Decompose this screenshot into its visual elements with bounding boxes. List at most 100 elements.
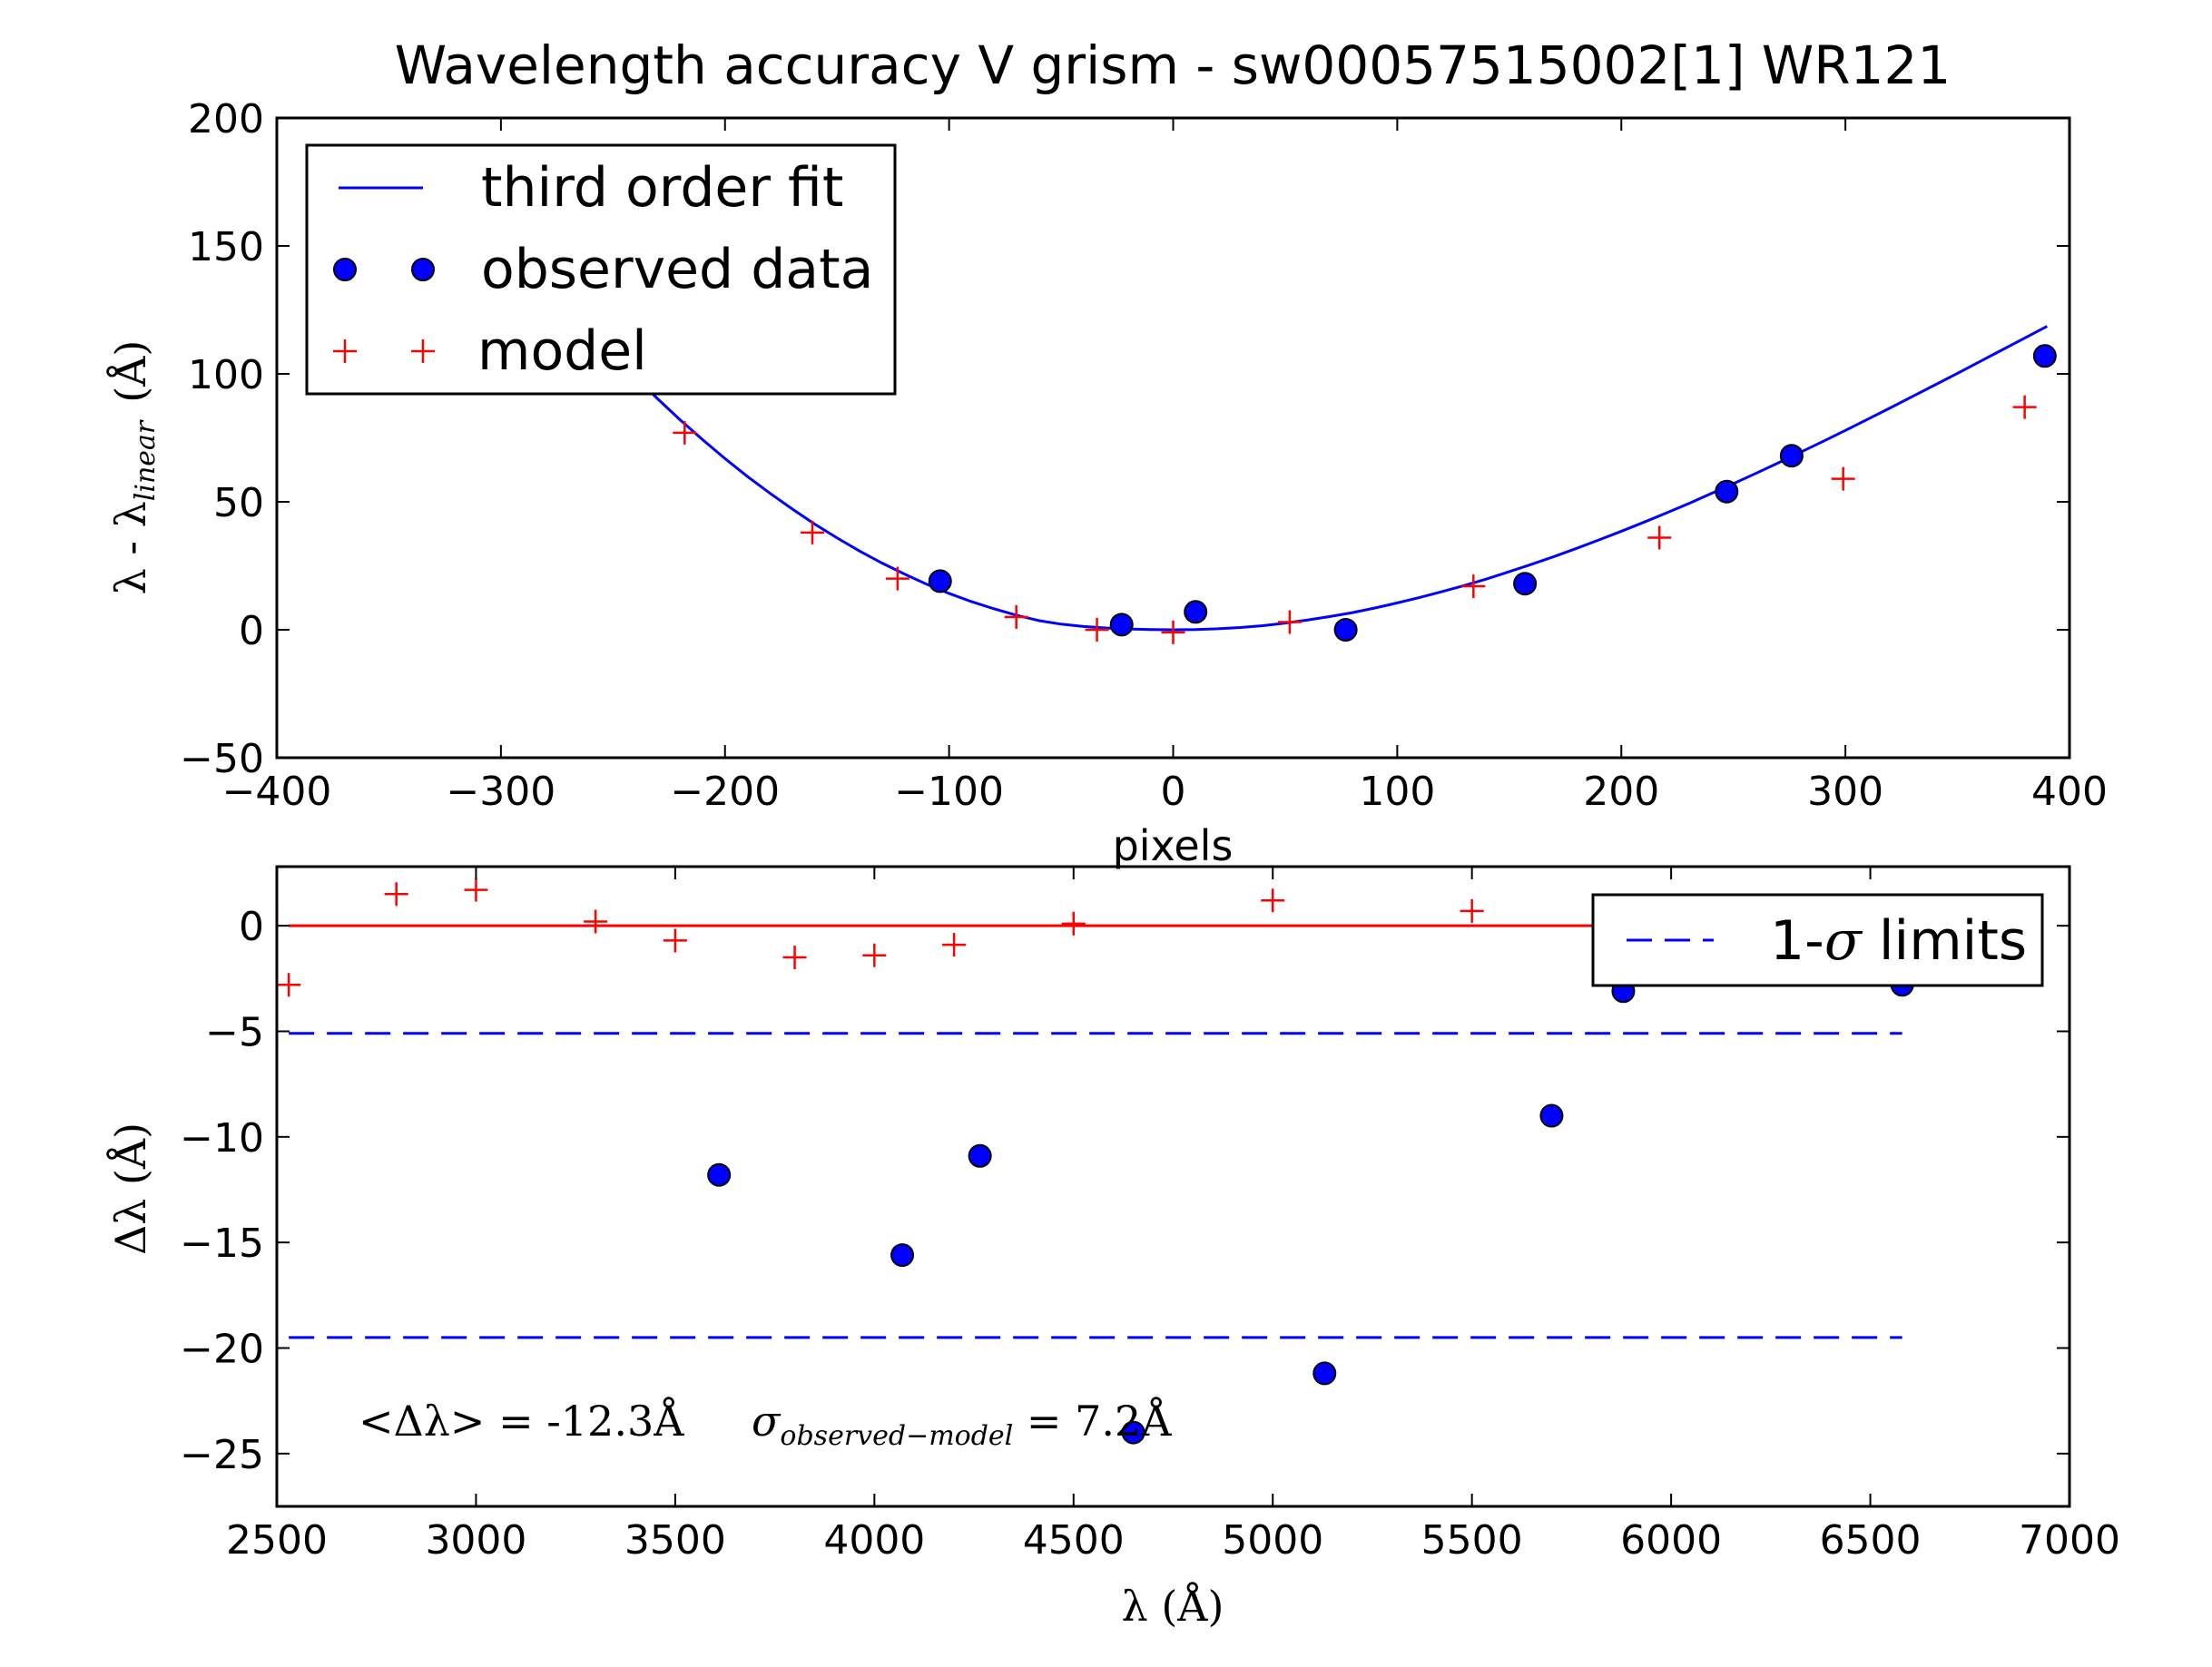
mean-annotation: <Δλ> = -12.3Å xyxy=(359,1396,684,1446)
bottom-series-2-point-4 xyxy=(663,928,687,953)
legend-fit-label: third order fit xyxy=(481,156,843,220)
top-series-2-point-3 xyxy=(1004,604,1028,629)
legend-observed-swatch-2 xyxy=(411,258,435,281)
top-series-1-point-2 xyxy=(1184,600,1208,624)
bottom-series-2-point-7 xyxy=(942,933,967,957)
top-panel: Wavelength accuracy V grism - sw00057515… xyxy=(105,34,2108,870)
bottom-xtick-label-9: 7000 xyxy=(2019,1517,2120,1564)
bottom-series-2-point-5 xyxy=(782,946,807,970)
legend-sigma-prefix: 1- xyxy=(1770,909,1824,973)
top-y-axis-label-unit: (Å) xyxy=(105,340,155,403)
top-ytick-label-5: 200 xyxy=(188,96,264,142)
bottom-series-1-point-5 xyxy=(1539,1103,1564,1128)
top-series-1-point-7 xyxy=(2032,344,2057,368)
top-ticks: −400 −300 −200 −100 0 100 200 300 400 −50 0 50 100 15… xyxy=(180,96,2108,815)
bottom-x-axis-label: λ (Å) xyxy=(1122,1581,1224,1631)
top-ytick-label-0: −50 xyxy=(180,736,264,782)
top-series-2-point-6 xyxy=(1277,610,1302,634)
bottom-series-1-point-1 xyxy=(890,1243,915,1268)
bottom-series-2-point-8 xyxy=(1061,911,1086,936)
bottom-ytick-label-5: 0 xyxy=(239,904,264,950)
legend-sigma-symbol: σ xyxy=(1824,909,1863,973)
bottom-y-axis-label: Δλ (Å) xyxy=(105,1123,155,1255)
legend-observed-label: observed data xyxy=(481,238,873,301)
sigma-subscript: observed−model xyxy=(780,1420,1013,1452)
top-x-axis-label: pixels xyxy=(1113,821,1234,870)
top-ytick-label-1: 0 xyxy=(239,608,264,654)
bottom-legend: 1-σ limits xyxy=(1591,893,2044,987)
bottom-series-2-point-0 xyxy=(277,973,301,997)
top-xtick-label-4: 0 xyxy=(1161,769,1186,815)
top-series-2-point-10 xyxy=(2012,395,2037,419)
bottom-xtick-label-3: 4000 xyxy=(823,1517,925,1564)
top-ytick-label-2: 50 xyxy=(213,480,264,526)
legend-sigma-suffix: limits xyxy=(1862,909,2027,973)
top-legend: third order fit observed data model xyxy=(305,143,897,396)
bottom-xtick-label-6: 5500 xyxy=(1421,1517,1523,1564)
top-plot-area xyxy=(634,325,2057,644)
top-series-2-point-9 xyxy=(1831,466,1855,491)
top-series-2-point-5 xyxy=(1161,620,1185,644)
bottom-legend-box xyxy=(1591,893,2044,987)
bottom-series-2-point-6 xyxy=(862,943,887,967)
bottom-frame xyxy=(275,865,2071,1508)
legend-sigma-label: 1-σ limits xyxy=(1770,909,2027,973)
top-xtick-label-1: −300 xyxy=(446,769,555,815)
bottom-xtick-label-7: 6000 xyxy=(1620,1517,1722,1564)
top-series-1-point-4 xyxy=(1513,572,1538,596)
bottom-xtick-label-5: 5000 xyxy=(1222,1517,1323,1564)
top-xtick-label-0: −400 xyxy=(222,769,332,815)
top-xtick-label-2: −200 xyxy=(670,769,780,815)
bottom-series-1-point-0 xyxy=(707,1162,732,1187)
top-series-1-point-3 xyxy=(1333,618,1358,642)
top-series-0-fit-line xyxy=(634,325,2049,632)
bottom-xtick-label-0: 2500 xyxy=(226,1517,328,1564)
top-series-2-point-2 xyxy=(885,566,909,591)
bottom-ytick-label-0: −25 xyxy=(180,1432,264,1478)
top-xtick-label-8: 400 xyxy=(2031,769,2108,815)
top-series-2-point-0 xyxy=(673,420,697,445)
bottom-series-2-point-3 xyxy=(584,909,608,934)
bottom-series-1-point-4 xyxy=(1312,1361,1337,1386)
chart-title: Wavelength accuracy V grism - sw00057515… xyxy=(395,34,1951,96)
top-xtick-label-3: −100 xyxy=(894,769,1004,815)
legend-model-label: model xyxy=(477,319,647,383)
top-series-2-point-7 xyxy=(1461,574,1486,599)
top-xtick-label-6: 200 xyxy=(1583,769,1659,815)
bottom-series-1-point-2 xyxy=(968,1143,992,1168)
top-y-axis-label: λ - λlinear (Å) xyxy=(105,340,162,595)
top-series-2-point-4 xyxy=(1085,618,1109,642)
top-series-1-point-1 xyxy=(1109,613,1134,637)
top-series-1-point-5 xyxy=(1715,479,1739,504)
bottom-series-1-point-3 xyxy=(1121,1420,1145,1445)
top-y-axis-label-sub: linear xyxy=(130,419,162,501)
legend-observed-swatch-1 xyxy=(333,258,357,281)
bottom-series-2-point-1 xyxy=(384,882,408,907)
bottom-series-2-point-2 xyxy=(464,878,488,902)
legend-model-swatch xyxy=(333,339,435,363)
bottom-ytick-label-2: −15 xyxy=(180,1221,264,1267)
bottom-ytick-label-4: −5 xyxy=(205,1009,264,1055)
bottom-series-2-point-9 xyxy=(1261,888,1285,913)
top-series-1-point-0 xyxy=(928,569,952,593)
top-y-axis-label-main: λ - λ xyxy=(106,501,155,594)
top-ytick-label-3: 100 xyxy=(188,352,264,398)
top-series-2-point-8 xyxy=(1647,525,1672,550)
bottom-xtick-label-1: 3000 xyxy=(425,1517,526,1564)
bottom-panel: 2500 3000 3500 4000 4500 5000 5500 6000 6500 7000… xyxy=(105,865,2120,1631)
bottom-xtick-label-2: 3500 xyxy=(624,1517,726,1564)
bottom-ytick-label-3: −10 xyxy=(180,1115,264,1162)
sigma-symbol: σ xyxy=(752,1397,782,1446)
bottom-series-2-point-10 xyxy=(1460,898,1484,923)
top-ytick-label-4: 150 xyxy=(188,224,264,270)
sigma-annotation: σobserved−model = 7.2Å xyxy=(752,1396,1172,1452)
top-series-1-point-6 xyxy=(1779,444,1804,468)
top-series xyxy=(634,325,2057,644)
top-xtick-label-5: 100 xyxy=(1359,769,1435,815)
bottom-ytick-label-1: −20 xyxy=(180,1326,264,1372)
bottom-xtick-label-4: 4500 xyxy=(1023,1517,1125,1564)
bottom-ticks: 2500 3000 3500 4000 4500 5000 5500 6000 6500 7000… xyxy=(180,865,2120,1564)
top-series-2-point-1 xyxy=(801,520,825,544)
top-xtick-label-7: 300 xyxy=(1807,769,1883,815)
